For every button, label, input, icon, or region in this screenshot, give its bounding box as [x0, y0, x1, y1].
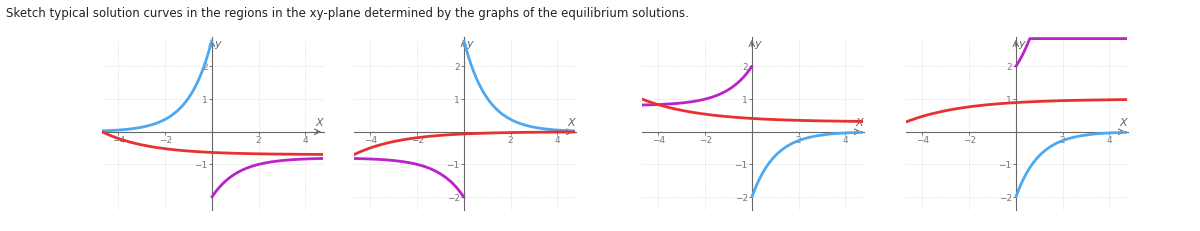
Text: y: y [467, 39, 473, 49]
Text: X: X [316, 118, 323, 128]
Text: y: y [1019, 39, 1025, 49]
Text: y: y [215, 39, 221, 49]
Text: X: X [856, 118, 863, 128]
Text: y: y [755, 39, 761, 49]
Text: X: X [1120, 118, 1127, 128]
Text: Sketch typical solution curves in the regions in the xy-plane determined by the : Sketch typical solution curves in the re… [6, 7, 689, 20]
Text: X: X [568, 118, 575, 128]
